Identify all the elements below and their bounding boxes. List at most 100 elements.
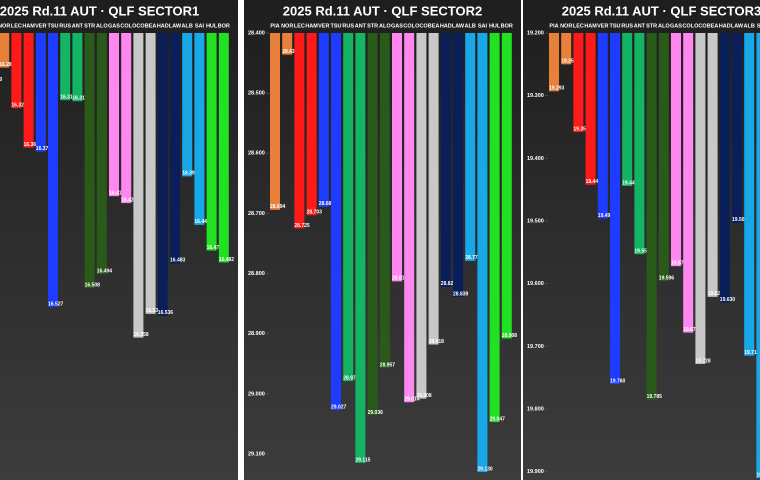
driver-label: RUS — [59, 23, 71, 29]
value-label: 19.596 — [659, 276, 675, 282]
value-label: 28.918 — [429, 339, 445, 345]
driver-label: HAD — [440, 23, 452, 29]
bar — [610, 33, 620, 384]
bar — [282, 33, 293, 55]
y-tick-label: 28.800 — [248, 271, 265, 277]
driver-label: BOR — [501, 23, 513, 29]
value-label: 16.536 — [158, 310, 174, 316]
bar — [707, 33, 718, 297]
bar — [84, 33, 95, 289]
bar — [218, 33, 229, 263]
driver-label: LEC — [11, 23, 22, 29]
bar — [60, 33, 71, 101]
driver-label: BEA — [707, 23, 719, 29]
value-label: 16.300 — [0, 77, 3, 83]
chart-panel: 2025 Rd.11 AUT · QLF SECTOR2 28.400 28.500… — [244, 0, 521, 480]
driver-label: BOR — [218, 23, 230, 29]
driver-label: COL — [403, 23, 415, 29]
value-label: 19.621 — [708, 291, 724, 297]
y-tick-label: 28.500 — [248, 91, 265, 97]
driver-label: VER — [318, 23, 329, 29]
driver-label: STR — [646, 23, 657, 29]
driver-label: OCO — [132, 23, 145, 29]
chart-title: 2025 Rd.11 AUT · QLF SECTOR2 — [283, 3, 482, 18]
driver-label: LEC — [294, 23, 305, 29]
bar — [11, 33, 22, 109]
driver-label: HAD — [157, 23, 169, 29]
y-tick-label: 19.200 — [527, 30, 544, 36]
driver-label: ALO — [658, 23, 670, 29]
driver-label: PIA — [549, 23, 558, 29]
driver-label: OCO — [694, 23, 707, 29]
driver-label: STR — [84, 23, 95, 29]
value-label: 19.785 — [647, 394, 663, 400]
value-label: 29.027 — [331, 404, 347, 410]
driver-label: HUL — [489, 23, 501, 29]
value-label: 16.285 — [0, 62, 15, 68]
value-label: 28.694 — [270, 204, 286, 210]
driver-label: ANT — [72, 23, 84, 29]
value-label: 19.442 — [586, 179, 602, 185]
driver-label: RUS — [621, 23, 633, 29]
bar — [549, 33, 559, 92]
y-tick-label: 29.100 — [248, 451, 265, 457]
y-tick-label: 19.300 — [527, 93, 544, 99]
value-label: 19.293 — [549, 86, 565, 92]
bar — [465, 33, 476, 261]
driver-label: VER — [597, 23, 608, 29]
bar — [206, 33, 217, 251]
driver-label: SAI — [478, 23, 488, 29]
driver-label: ALO — [96, 23, 108, 29]
driver-label: PIA — [270, 23, 279, 29]
value-label: 28.908 — [502, 333, 518, 339]
chart-title: 2025 Rd.11 AUT · QLF SECTOR3 — [562, 3, 760, 18]
bar — [404, 33, 415, 403]
bar — [428, 33, 439, 345]
driver-label: LAW — [169, 23, 182, 29]
value-label: 16.422 — [121, 197, 137, 203]
bar — [573, 33, 584, 133]
driver-label: BEA — [145, 23, 157, 29]
bar — [194, 33, 205, 225]
bar — [622, 33, 633, 186]
value-label: 19.250 — [561, 59, 577, 65]
value-label: 16.366 — [24, 142, 40, 148]
bar — [719, 33, 730, 303]
value-label: 29.036 — [368, 410, 384, 416]
bar — [72, 33, 83, 102]
value-label: 19.728 — [695, 358, 711, 364]
value-label: 28.822 — [441, 281, 457, 287]
bar — [270, 33, 280, 210]
value-label: 29.130 — [477, 466, 493, 472]
driver-label: LAW — [731, 23, 744, 29]
bar — [756, 33, 760, 478]
bar — [294, 33, 305, 229]
value-label: 19.760 — [610, 378, 626, 384]
value-label: 16.508 — [85, 282, 101, 288]
bar — [477, 33, 488, 472]
y-tick-label: 19.500 — [527, 218, 544, 224]
driver-label: ANT — [355, 23, 367, 29]
value-label: 16.558 — [133, 332, 149, 338]
driver-label: HUL — [206, 23, 218, 29]
bar — [453, 33, 463, 297]
bar — [121, 33, 132, 204]
driver-label: HAM — [305, 23, 318, 29]
y-tick-label: 19.900 — [527, 469, 544, 475]
value-label: 19.496 — [598, 213, 614, 219]
driver-label: HAD — [719, 23, 731, 29]
value-label: 16.494 — [97, 269, 113, 275]
y-tick-label: 19.600 — [527, 281, 544, 287]
bar — [744, 33, 755, 356]
bar — [392, 33, 402, 282]
driver-label: HAM — [584, 23, 597, 29]
driver-label: ALO — [379, 23, 391, 29]
value-label: 19.572 — [671, 260, 687, 266]
value-label: 28.436 — [282, 49, 298, 55]
bar — [671, 33, 681, 267]
bar — [23, 33, 34, 148]
driver-label: NOR — [281, 23, 293, 29]
value-label: 19.910 — [756, 472, 760, 478]
bar — [561, 33, 572, 65]
bar — [182, 33, 193, 177]
